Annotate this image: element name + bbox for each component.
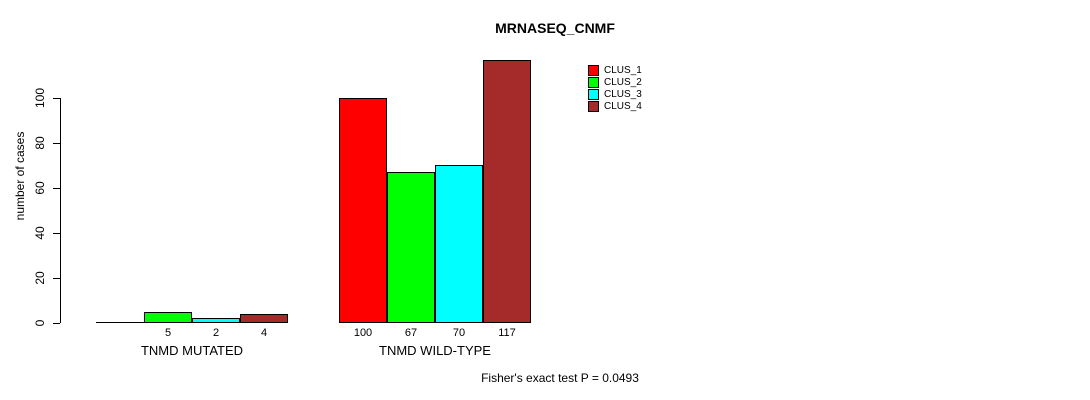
y-tick xyxy=(53,98,60,99)
group-label-wildtype: TNMD WILD-TYPE xyxy=(379,343,491,358)
y-axis-line xyxy=(60,98,61,323)
bar-clus_1-zero xyxy=(96,322,144,323)
bar-value-label: 100 xyxy=(353,327,373,339)
legend-swatch-clus_4 xyxy=(588,101,599,112)
bar-clus_2-mutated xyxy=(144,312,192,323)
footnote-text: Fisher's exact test P = 0.0493 xyxy=(481,371,639,385)
bar-value-label: 67 xyxy=(404,327,418,339)
bar-value-label: 4 xyxy=(260,327,268,339)
legend-swatch-clus_2 xyxy=(588,77,599,88)
bar-clus_4-mutated xyxy=(240,314,288,323)
y-tick xyxy=(53,278,60,279)
legend-swatch-clus_1 xyxy=(588,65,599,76)
legend-label-clus_2: CLUS_2 xyxy=(604,77,642,88)
y-tick xyxy=(53,188,60,189)
bar-value-label: 70 xyxy=(452,327,466,339)
bar-clus_2-wildtype xyxy=(387,172,435,323)
bar-clus_3-mutated xyxy=(192,318,240,323)
bar-value-label: 117 xyxy=(498,327,516,339)
y-tick xyxy=(53,233,60,234)
bar-clus_4-wildtype xyxy=(483,60,531,323)
bar-clus_3-wildtype xyxy=(435,165,483,323)
y-tick xyxy=(53,323,60,324)
legend-swatch-clus_3 xyxy=(588,89,599,100)
y-tick xyxy=(53,143,60,144)
legend-label-clus_1: CLUS_1 xyxy=(604,65,642,76)
chart-title: MRNASEQ_CNMF xyxy=(495,20,615,36)
group-label-mutated: TNMD MUTATED xyxy=(140,343,244,358)
bar-clus_1-wildtype xyxy=(339,98,387,323)
legend-label-clus_3: CLUS_3 xyxy=(604,89,642,100)
bar-value-label: 5 xyxy=(164,327,172,339)
legend-label-clus_4: CLUS_4 xyxy=(604,101,642,112)
bar-value-label: 2 xyxy=(212,327,220,339)
